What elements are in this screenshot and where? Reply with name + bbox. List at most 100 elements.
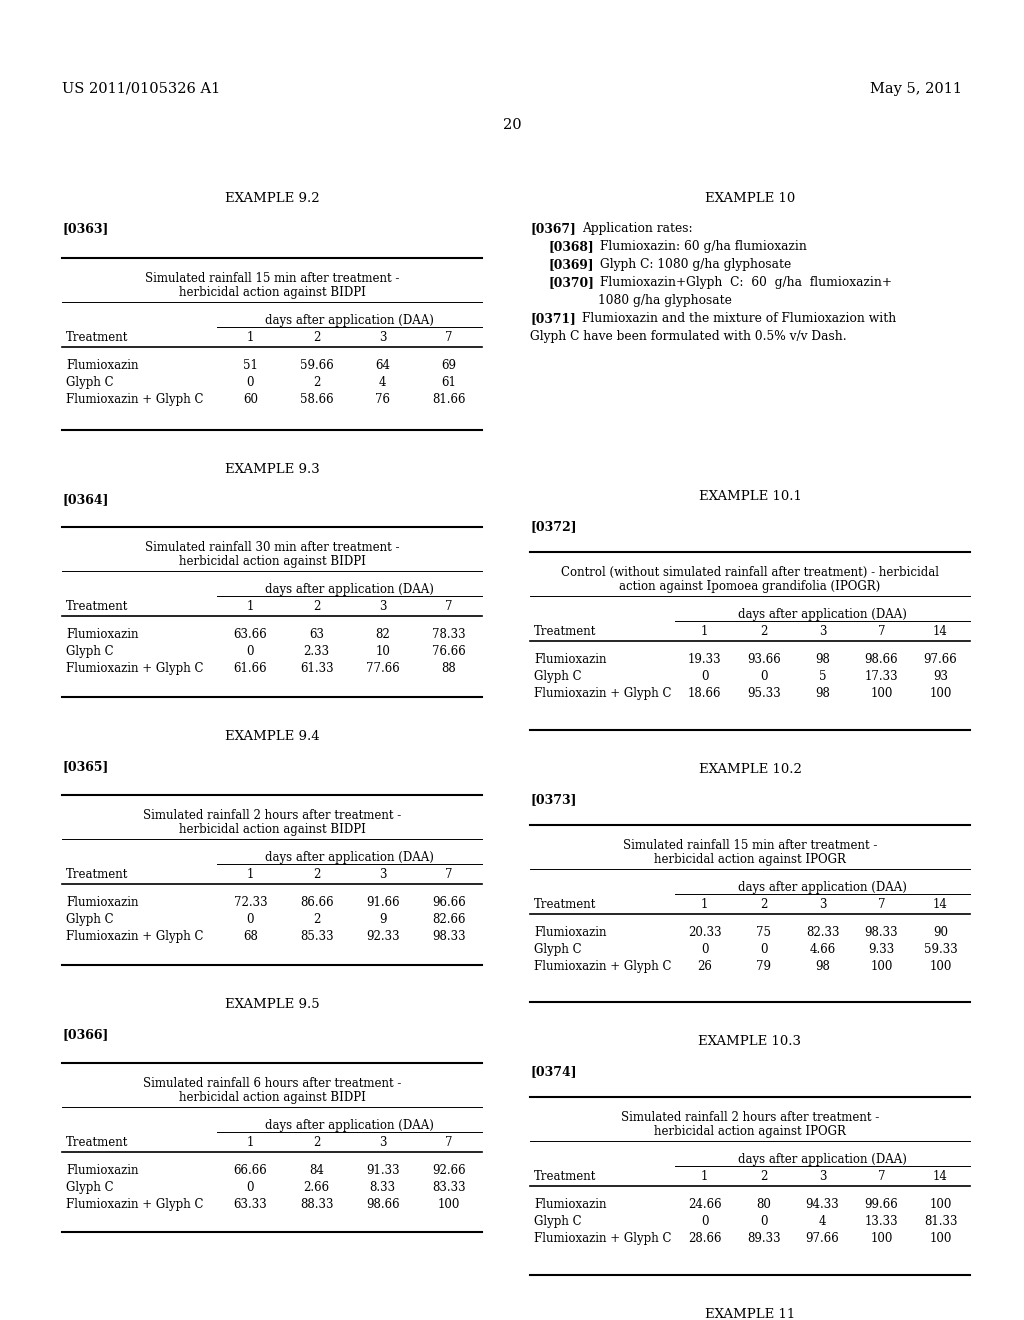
Text: 0: 0 xyxy=(247,913,254,925)
Text: 2: 2 xyxy=(760,1170,767,1183)
Text: 7: 7 xyxy=(445,869,453,880)
Text: 3: 3 xyxy=(379,331,386,345)
Text: 0: 0 xyxy=(247,645,254,657)
Text: 14: 14 xyxy=(933,1170,948,1183)
Text: 4: 4 xyxy=(819,1214,826,1228)
Text: 88.33: 88.33 xyxy=(300,1199,334,1210)
Text: EXAMPLE 9.4: EXAMPLE 9.4 xyxy=(224,730,319,743)
Text: 19.33: 19.33 xyxy=(688,653,722,665)
Text: 1: 1 xyxy=(701,1170,709,1183)
Text: [0374]: [0374] xyxy=(530,1065,577,1078)
Text: 0: 0 xyxy=(247,376,254,389)
Text: Simulated rainfall 2 hours after treatment -: Simulated rainfall 2 hours after treatme… xyxy=(143,809,401,822)
Text: 0: 0 xyxy=(760,1214,767,1228)
Text: 2: 2 xyxy=(313,1137,321,1148)
Text: Treatment: Treatment xyxy=(534,1170,596,1183)
Text: 78.33: 78.33 xyxy=(432,628,466,642)
Text: Flumioxazin + Glyph C: Flumioxazin + Glyph C xyxy=(534,1232,672,1245)
Text: 51: 51 xyxy=(243,359,258,372)
Text: [0369]: [0369] xyxy=(548,257,594,271)
Text: Flumioxazin: Flumioxazin xyxy=(66,896,138,909)
Text: 3: 3 xyxy=(379,601,386,612)
Text: 7: 7 xyxy=(878,1170,886,1183)
Text: 75: 75 xyxy=(756,925,771,939)
Text: 7: 7 xyxy=(445,601,453,612)
Text: Treatment: Treatment xyxy=(66,601,128,612)
Text: 82: 82 xyxy=(376,628,390,642)
Text: 92.66: 92.66 xyxy=(432,1164,466,1177)
Text: 1: 1 xyxy=(701,898,709,911)
Text: 81.33: 81.33 xyxy=(924,1214,957,1228)
Text: 69: 69 xyxy=(441,359,457,372)
Text: herbicidal action against IPOGR: herbicidal action against IPOGR xyxy=(654,1125,846,1138)
Text: 58.66: 58.66 xyxy=(300,393,334,407)
Text: 100: 100 xyxy=(930,686,951,700)
Text: Glyph C: Glyph C xyxy=(66,645,114,657)
Text: 99.66: 99.66 xyxy=(864,1199,898,1210)
Text: 3: 3 xyxy=(819,624,826,638)
Text: [0363]: [0363] xyxy=(62,222,109,235)
Text: 20.33: 20.33 xyxy=(688,925,722,939)
Text: 59.33: 59.33 xyxy=(924,942,957,956)
Text: Glyph C: Glyph C xyxy=(66,376,114,389)
Text: 72.33: 72.33 xyxy=(233,896,267,909)
Text: [0373]: [0373] xyxy=(530,793,577,807)
Text: 95.33: 95.33 xyxy=(746,686,780,700)
Text: 17.33: 17.33 xyxy=(864,671,898,682)
Text: 79: 79 xyxy=(756,960,771,973)
Text: Simulated rainfall 6 hours after treatment -: Simulated rainfall 6 hours after treatme… xyxy=(142,1077,401,1090)
Text: 98: 98 xyxy=(815,653,830,665)
Text: 13.33: 13.33 xyxy=(864,1214,898,1228)
Text: Treatment: Treatment xyxy=(66,331,128,345)
Text: Glyph C: Glyph C xyxy=(66,913,114,925)
Text: EXAMPLE 11: EXAMPLE 11 xyxy=(705,1308,795,1320)
Text: 3: 3 xyxy=(379,1137,386,1148)
Text: 28.66: 28.66 xyxy=(688,1232,722,1245)
Text: 2: 2 xyxy=(313,869,321,880)
Text: Flumioxazin + Glyph C: Flumioxazin + Glyph C xyxy=(534,686,672,700)
Text: herbicidal action against BIDPI: herbicidal action against BIDPI xyxy=(178,1092,366,1104)
Text: 24.66: 24.66 xyxy=(688,1199,722,1210)
Text: [0370]: [0370] xyxy=(548,276,594,289)
Text: 2: 2 xyxy=(760,898,767,911)
Text: Simulated rainfall 30 min after treatment -: Simulated rainfall 30 min after treatmen… xyxy=(144,541,399,554)
Text: 64: 64 xyxy=(375,359,390,372)
Text: 3: 3 xyxy=(379,869,386,880)
Text: 2: 2 xyxy=(313,331,321,345)
Text: 81.66: 81.66 xyxy=(432,393,466,407)
Text: Glyph C: 1080 g/ha glyphosate: Glyph C: 1080 g/ha glyphosate xyxy=(600,257,792,271)
Text: Flumioxazin: Flumioxazin xyxy=(66,359,138,372)
Text: 98.66: 98.66 xyxy=(864,653,898,665)
Text: [0367]: [0367] xyxy=(530,222,575,235)
Text: 91.66: 91.66 xyxy=(366,896,399,909)
Text: 93: 93 xyxy=(933,671,948,682)
Text: 98.66: 98.66 xyxy=(366,1199,399,1210)
Text: 98: 98 xyxy=(815,686,830,700)
Text: Simulated rainfall 15 min after treatment -: Simulated rainfall 15 min after treatmen… xyxy=(623,840,878,851)
Text: days after application (DAA): days after application (DAA) xyxy=(738,880,907,894)
Text: days after application (DAA): days after application (DAA) xyxy=(265,583,434,597)
Text: EXAMPLE 9.5: EXAMPLE 9.5 xyxy=(224,998,319,1011)
Text: 66.66: 66.66 xyxy=(233,1164,267,1177)
Text: 14: 14 xyxy=(933,624,948,638)
Text: US 2011/0105326 A1: US 2011/0105326 A1 xyxy=(62,82,220,96)
Text: 59.66: 59.66 xyxy=(300,359,334,372)
Text: 61: 61 xyxy=(441,376,457,389)
Text: herbicidal action against BIDPI: herbicidal action against BIDPI xyxy=(178,286,366,300)
Text: 98: 98 xyxy=(815,960,830,973)
Text: 76.66: 76.66 xyxy=(432,645,466,657)
Text: Flumioxazin: Flumioxazin xyxy=(66,628,138,642)
Text: 100: 100 xyxy=(930,960,951,973)
Text: 68: 68 xyxy=(243,929,258,942)
Text: 0: 0 xyxy=(760,671,767,682)
Text: 0: 0 xyxy=(247,1181,254,1193)
Text: Flumioxazin: Flumioxazin xyxy=(534,653,606,665)
Text: herbicidal action against IPOGR: herbicidal action against IPOGR xyxy=(654,853,846,866)
Text: 5: 5 xyxy=(819,671,826,682)
Text: 0: 0 xyxy=(760,942,767,956)
Text: 82.33: 82.33 xyxy=(806,925,840,939)
Text: 7: 7 xyxy=(878,898,886,911)
Text: 98.33: 98.33 xyxy=(432,929,466,942)
Text: 1: 1 xyxy=(247,1137,254,1148)
Text: Simulated rainfall 15 min after treatment -: Simulated rainfall 15 min after treatmen… xyxy=(144,272,399,285)
